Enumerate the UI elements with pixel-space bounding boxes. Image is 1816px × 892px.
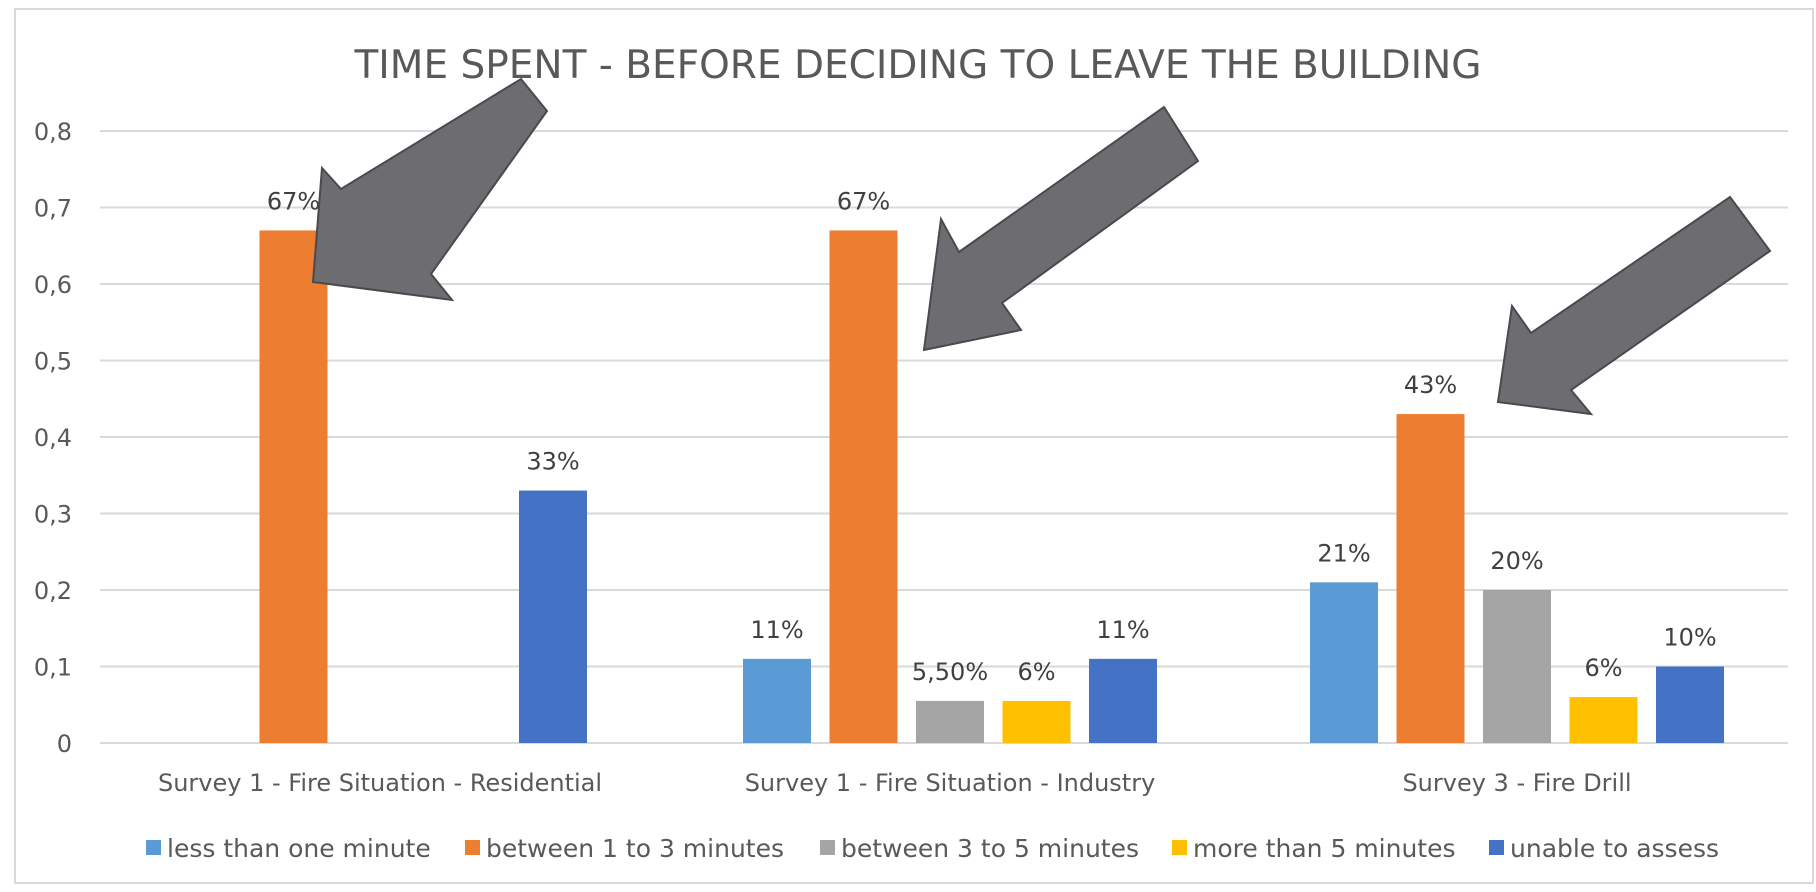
category-label: Survey 1 - Fire Situation - Residential bbox=[158, 769, 602, 797]
legend-swatch bbox=[1172, 840, 1187, 855]
data-label: 6% bbox=[1017, 658, 1055, 686]
y-tick-label: 0,6 bbox=[34, 271, 72, 299]
legend-label: between 3 to 5 minutes bbox=[841, 834, 1139, 863]
data-label: 43% bbox=[1404, 371, 1457, 399]
legend: less than one minute between 1 to 3 minut… bbox=[146, 834, 1719, 863]
y-tick-label: 0,1 bbox=[34, 654, 72, 682]
arrow-icon bbox=[922, 105, 1200, 352]
bar bbox=[1089, 658, 1157, 743]
legend-item: more than 5 minutes bbox=[1172, 834, 1456, 863]
legend-swatch bbox=[1489, 840, 1504, 855]
y-tick-label: 0 bbox=[57, 730, 72, 758]
data-labels: 11% 21% 67% 67% 43% 5,50% 20% 6% 6% 33% 11% 10% bbox=[267, 187, 1717, 685]
legend-item: between 3 to 5 minutes bbox=[820, 834, 1139, 863]
y-axis-tick-labels: 0 0,1 0,2 0,3 0,4 0,5 0,6 0,7 0,8 bbox=[34, 118, 72, 758]
bar bbox=[1483, 590, 1551, 743]
bar bbox=[1569, 697, 1638, 743]
legend-item: unable to assess bbox=[1489, 834, 1719, 863]
legend-label: between 1 to 3 minutes bbox=[486, 834, 784, 863]
arrow-icon bbox=[311, 77, 549, 302]
data-label: 33% bbox=[526, 448, 579, 476]
bar bbox=[519, 490, 587, 743]
y-tick-label: 0,5 bbox=[34, 348, 72, 376]
category-label: Survey 1 - Fire Situation - Industry bbox=[745, 769, 1156, 797]
bar bbox=[829, 230, 898, 743]
arrow-icon bbox=[1496, 195, 1772, 416]
chart-title: TIME SPENT - BEFORE DECIDING TO LEAVE TH… bbox=[353, 43, 1481, 88]
data-label: 21% bbox=[1317, 539, 1370, 567]
data-label: 6% bbox=[1584, 654, 1622, 682]
annotation-arrows bbox=[311, 77, 1772, 416]
bar bbox=[1310, 582, 1378, 743]
bar bbox=[259, 230, 328, 743]
legend-label: more than 5 minutes bbox=[1193, 834, 1456, 863]
legend-swatch bbox=[820, 840, 835, 855]
y-tick-label: 0,2 bbox=[34, 577, 72, 605]
bar bbox=[1002, 700, 1071, 743]
category-labels: Survey 1 - Fire Situation - Residential S… bbox=[158, 769, 1632, 797]
bars bbox=[259, 230, 1724, 743]
category-label: Survey 3 - Fire Drill bbox=[1402, 769, 1631, 797]
legend-item: less than one minute bbox=[146, 834, 431, 863]
legend-swatch bbox=[465, 840, 480, 855]
data-label: 5,50% bbox=[912, 658, 988, 686]
y-tick-label: 0,8 bbox=[34, 118, 72, 146]
legend-swatch bbox=[146, 840, 161, 855]
y-tick-label: 0,7 bbox=[34, 195, 72, 223]
bar bbox=[743, 658, 811, 743]
data-label: 11% bbox=[750, 616, 803, 644]
bar bbox=[1396, 414, 1465, 743]
data-label: 10% bbox=[1663, 624, 1716, 652]
legend-label: unable to assess bbox=[1510, 834, 1719, 863]
legend-item: between 1 to 3 minutes bbox=[465, 834, 784, 863]
legend-label: less than one minute bbox=[167, 834, 431, 863]
data-label: 67% bbox=[267, 187, 320, 215]
data-label: 11% bbox=[1096, 616, 1149, 644]
y-tick-label: 0,3 bbox=[34, 501, 72, 529]
data-label: 67% bbox=[837, 187, 890, 215]
data-label: 20% bbox=[1490, 547, 1543, 575]
bar bbox=[916, 700, 984, 743]
y-tick-label: 0,4 bbox=[34, 424, 72, 452]
bar bbox=[1656, 666, 1724, 743]
